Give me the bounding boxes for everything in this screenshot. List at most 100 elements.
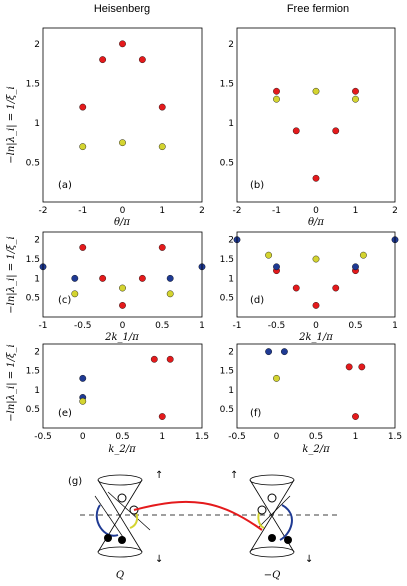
xtick-a-3: 1 [159, 206, 165, 216]
xlabel-d: 2k_1/π [298, 332, 333, 343]
point-d-1-1 [273, 263, 280, 271]
xtick-f-1: 0 [274, 432, 280, 442]
xtick-c-4: 1 [199, 321, 205, 331]
ylabel-row1: −ln|λ_i| = 1/ξ_i [6, 86, 17, 163]
panel-c: (c) 2k_1/π -1 -0.5 0 0.5 1 0.5 1 1.5 2 [26, 231, 206, 343]
point-e-2-0 [79, 397, 87, 405]
xlabel-e: k_2/π [108, 444, 136, 455]
ylabel-row2: −ln|λ_i| = 1/ξ_i [6, 236, 17, 313]
point-a-0-0 [79, 103, 87, 111]
point-f-0-0 [345, 363, 353, 371]
xtick-c-2: 0 [120, 321, 126, 331]
panel-label-a: (a) [58, 180, 72, 191]
panel-f: (f) k_2/π -0.5 0 0.5 1 1.5 0.5 1 1.5 2 [220, 343, 402, 455]
point-f-0-1 [352, 413, 359, 420]
xlabel-f: k_2/π [302, 444, 330, 455]
panel-g-diagram: (g) ↑ ↓ Q [68, 470, 340, 581]
point-c-0-0 [79, 244, 87, 251]
ytick-f-1: 1 [228, 386, 234, 396]
panel-b: (b) θ/π -2 -1 0 1 2 0.5 1 1.5 2 [220, 27, 398, 228]
arrow-up-icon: ↑ [155, 470, 163, 481]
arrow-down-icon: ↓ [305, 554, 313, 565]
point-a-0-3 [138, 56, 146, 64]
xtick-e-4: 1.5 [195, 432, 209, 442]
ytick-d-1: 1 [228, 274, 234, 284]
ytick-c-3: 2 [34, 236, 40, 246]
point-c-0-3 [138, 274, 146, 282]
ytick-a-2: 1.5 [26, 79, 40, 89]
label-q: Q [116, 570, 124, 581]
ytick-b-1: 1 [228, 119, 234, 129]
xlabel-c: 2k_1/π [104, 332, 139, 343]
point-b-0-1 [292, 127, 300, 135]
panel-label-f: (f) [250, 408, 261, 419]
point-f-0-2 [358, 363, 366, 371]
panel-b-frame [236, 27, 396, 203]
ytick-a-0: 0.5 [26, 158, 40, 168]
ytick-d-2: 1.5 [220, 255, 234, 265]
point-e-0-0 [150, 355, 158, 363]
panel-label-g: (g) [68, 476, 82, 487]
ytick-c-2: 1.5 [26, 255, 40, 265]
xtick-d-4: 1 [392, 321, 398, 331]
panel-e-points [79, 355, 174, 420]
point-d-0-1 [292, 284, 300, 292]
ytick-e-3: 2 [34, 348, 40, 358]
xtick-c-1: -0.5 [74, 321, 92, 331]
point-f-1-1 [280, 348, 288, 356]
ytick-e-1: 1 [34, 386, 40, 396]
point-d-1-2 [352, 263, 359, 271]
point-c-2-0 [71, 290, 79, 298]
column-title-free-fermion: Free fermion [287, 3, 349, 15]
xlabel-a: θ/π [114, 217, 130, 228]
ytick-c-0: 0.5 [26, 294, 40, 304]
xtick-c-0: -1 [39, 321, 48, 331]
panel-label-b: (b) [250, 180, 264, 191]
ytick-a-3: 2 [34, 40, 40, 50]
panel-d: (d) 2k_1/π -1 -0.5 0 0.5 1 0.5 1 1.5 2 [220, 231, 399, 343]
point-b-1-2 [352, 95, 359, 103]
xtick-e-2: 0.5 [115, 432, 129, 442]
xtick-d-3: 0.5 [348, 321, 362, 331]
panel-f-frame [236, 343, 396, 429]
xtick-b-4: 2 [392, 206, 398, 216]
xtick-d-1: -0.5 [268, 321, 286, 331]
point-e-0-2 [166, 355, 174, 363]
point-f-1-0 [265, 348, 272, 356]
point-c-0-1 [99, 274, 107, 282]
ytick-d-0: 0.5 [220, 294, 234, 304]
arrow-up-icon: ↑ [230, 470, 238, 481]
point-c-0-4 [158, 244, 166, 251]
xtick-a-0: -2 [39, 206, 48, 216]
left-cone: ↑ ↓ Q [94, 470, 163, 581]
xtick-b-1: -1 [272, 206, 281, 216]
xtick-b-0: -2 [233, 206, 242, 216]
ytick-b-2: 1.5 [220, 79, 234, 89]
point-d-2-0 [265, 251, 272, 259]
xtick-a-4: 2 [199, 206, 205, 216]
point-d-2-1 [312, 255, 320, 263]
point-a-1-1 [119, 139, 126, 147]
xtick-d-0: -1 [233, 321, 242, 331]
xtick-a-1: -1 [78, 206, 87, 216]
point-b-1-0 [273, 95, 280, 103]
point-d-2-2 [359, 251, 367, 259]
panel-c-frame [42, 231, 203, 318]
xtick-b-3: 1 [353, 206, 359, 216]
ylabel-row3: −ln|λ_i| = 1/ξ_i [6, 344, 17, 421]
point-a-0-1 [99, 56, 107, 64]
xtick-d-2: 0 [313, 321, 319, 331]
xtick-c-3: 0.5 [155, 321, 169, 331]
point-e-1-1 [79, 374, 87, 382]
panel-d-points [233, 236, 399, 309]
ytick-e-0: 0.5 [26, 405, 40, 415]
point-c-2-2 [166, 290, 174, 298]
panel-label-d: (d) [250, 295, 264, 306]
point-c-1-2 [166, 274, 174, 282]
point-b-0-2 [312, 174, 320, 182]
xtick-f-3: 1 [353, 432, 359, 442]
point-d-0-2 [312, 302, 320, 309]
point-c-0-2 [119, 302, 126, 309]
panel-c-points [39, 244, 206, 309]
